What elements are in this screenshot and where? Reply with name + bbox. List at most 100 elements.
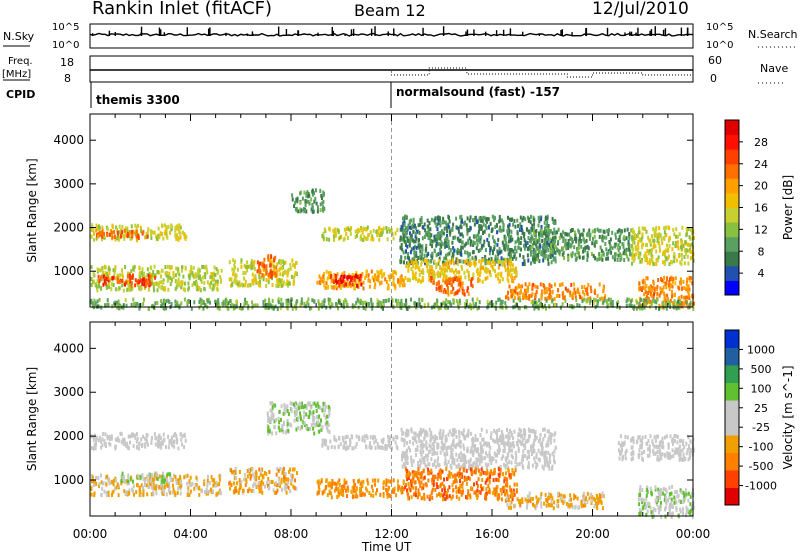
data-cell (244, 297, 246, 302)
data-cell (432, 269, 435, 274)
data-cell (154, 442, 157, 447)
data-cell (444, 262, 447, 267)
data-cell (515, 256, 518, 261)
data-cell (515, 271, 518, 276)
data-cell (191, 270, 194, 275)
data-cell (145, 232, 148, 237)
data-cell (97, 234, 100, 239)
data-cell (637, 230, 640, 235)
data-cell (302, 405, 305, 410)
data-cell (362, 479, 365, 484)
data-cell (483, 215, 486, 220)
data-cell (551, 244, 554, 249)
data-cell (527, 236, 530, 240)
data-cell (580, 296, 583, 301)
data-cell (465, 299, 468, 304)
data-cell (529, 229, 532, 234)
data-cell (293, 204, 296, 208)
data-cell (291, 197, 294, 202)
data-cell (586, 298, 589, 303)
data-cell (436, 262, 438, 267)
data-cell (156, 236, 158, 241)
data-cell (113, 271, 116, 275)
data-cell (482, 243, 485, 248)
data-cell (671, 293, 674, 298)
data-cell (328, 273, 330, 278)
data-cell (149, 482, 152, 487)
data-cell (304, 203, 307, 208)
data-cell (665, 257, 668, 262)
data-cell (452, 235, 455, 240)
data-cell (507, 244, 510, 249)
data-cell (125, 443, 127, 448)
data-cell (258, 467, 261, 472)
data-cell (551, 290, 554, 295)
data-cell (299, 405, 302, 410)
data-cell (305, 209, 308, 214)
data-cell (267, 476, 270, 481)
data-cell (146, 273, 149, 278)
data-cell (655, 262, 658, 266)
data-cell (531, 236, 534, 241)
data-cell (622, 242, 625, 247)
data-cell (433, 234, 436, 239)
data-cell (106, 284, 109, 289)
data-cell (619, 231, 622, 236)
data-cell (575, 298, 578, 302)
data-cell (345, 480, 348, 485)
data-cell (535, 229, 538, 233)
data-cell (458, 434, 461, 439)
data-cell (665, 306, 668, 311)
data-cell (645, 294, 648, 299)
data-cell (592, 301, 595, 306)
data-cell (361, 238, 364, 243)
data-cell (121, 230, 124, 235)
data-cell (439, 247, 442, 252)
data-cell (335, 284, 337, 288)
data-cell (280, 404, 283, 409)
data-cell (357, 281, 360, 286)
data-cell (557, 240, 560, 244)
data-cell (480, 245, 483, 250)
colorbar-swatch (725, 192, 739, 208)
data-cell (327, 482, 330, 487)
data-cell (220, 268, 223, 273)
data-cell (637, 234, 640, 238)
data-cell (471, 256, 474, 261)
data-cell (124, 265, 127, 269)
data-cell (564, 242, 567, 247)
data-cell (460, 245, 463, 250)
data-cell (254, 273, 257, 278)
data-cell (134, 435, 137, 440)
data-cell (287, 283, 289, 288)
data-cell (145, 437, 148, 442)
data-cell (234, 277, 237, 281)
data-cell (370, 237, 373, 242)
data-cell (302, 420, 305, 425)
data-cell (346, 280, 349, 285)
data-cell (201, 275, 204, 280)
data-cell (285, 300, 288, 305)
data-cell (417, 229, 420, 234)
data-cell (400, 243, 403, 247)
data-cell (473, 241, 476, 246)
data-cell (626, 227, 629, 232)
data-cell (685, 248, 688, 253)
data-cell (426, 218, 429, 223)
data-cell (173, 490, 176, 495)
data-cell (121, 272, 124, 277)
data-cell (430, 278, 433, 283)
data-cell (614, 254, 617, 259)
data-cell (276, 467, 279, 471)
data-cell (137, 235, 140, 240)
data-cell (155, 491, 158, 496)
data-cell (431, 265, 434, 270)
data-cell (563, 296, 566, 301)
data-cell (496, 242, 499, 247)
data-cell (495, 300, 498, 305)
data-cell (537, 223, 540, 228)
data-cell (343, 227, 346, 232)
data-cell (293, 486, 296, 491)
data-cell (162, 487, 165, 492)
data-cell (508, 272, 510, 277)
